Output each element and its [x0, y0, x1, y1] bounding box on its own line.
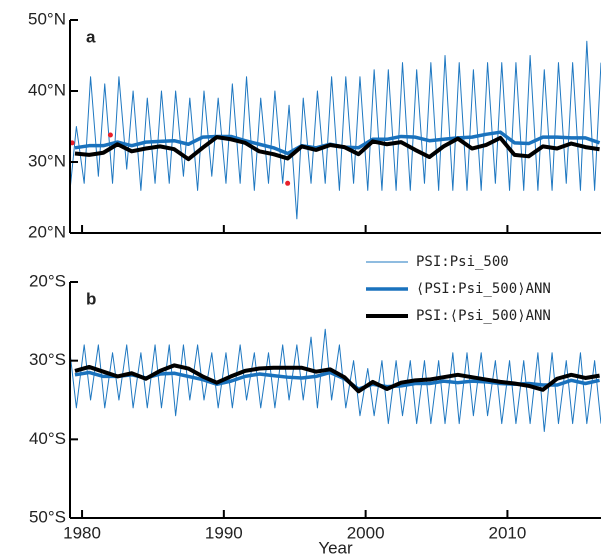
series-line: [70, 328, 601, 432]
y-tick-label: 40°N: [28, 80, 66, 99]
series-line: [74, 135, 600, 162]
x-tick-label: 1990: [205, 523, 243, 542]
outlier-dot: [107, 132, 113, 138]
x-axis-label: Year: [318, 538, 353, 556]
y-tick-label: 20°S: [29, 271, 66, 290]
y-tick-label: 20°N: [28, 222, 66, 241]
legend-label: PSI:Psi_500: [416, 254, 509, 270]
x-tick-label: 2000: [347, 523, 385, 542]
panel-label: a: [86, 27, 96, 46]
series-line: [74, 363, 600, 394]
y-tick-label: 40°S: [29, 429, 66, 448]
y-tick-label: 50°S: [29, 507, 66, 526]
outlier-dot: [285, 180, 291, 186]
series-line: [70, 40, 601, 220]
x-tick-label: 1980: [63, 523, 101, 542]
x-tick-label: 2010: [489, 523, 527, 542]
legend-label: PSI:⟨Psi_500⟩ANN: [416, 308, 551, 324]
y-tick-label: 50°N: [28, 9, 66, 28]
legend-label: ⟨PSI:Psi_500⟩ANN: [416, 281, 551, 297]
y-tick-label: 30°S: [29, 350, 66, 369]
y-tick-label: 30°N: [28, 151, 66, 170]
panel-label: b: [86, 289, 96, 308]
